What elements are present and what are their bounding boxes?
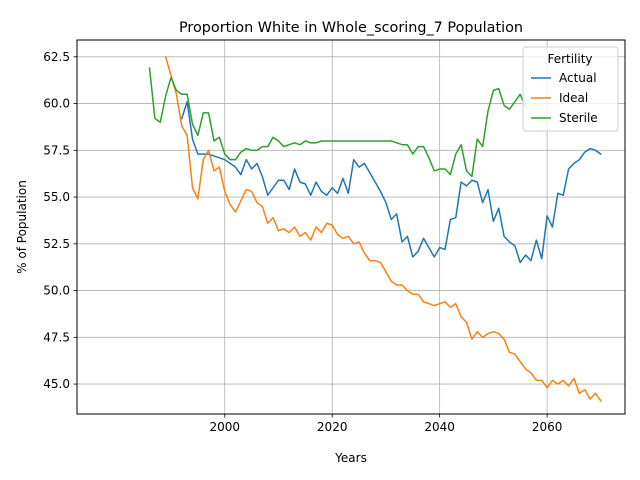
series-line-actual: [180, 100, 602, 264]
axis-ticks: 2000 2020 2040 2060 45.0 47.5 50.0 52.5 55.0 57.5…: [43, 50, 562, 434]
series-lines: [148, 55, 602, 402]
chart-title: Proportion White in Whole_scoring_7 Popu…: [179, 20, 523, 36]
x-axis-label: Years: [334, 451, 367, 465]
y-tick-label: 47.5: [43, 330, 70, 344]
legend-items: Actual Ideal Sterile: [531, 71, 598, 125]
x-tick-label: 2000: [209, 420, 240, 434]
y-tick-label: 50.0: [43, 284, 70, 298]
x-tick-label: 2060: [532, 420, 563, 434]
y-tick-label: 60.0: [43, 97, 70, 111]
y-axis-label: % of Population: [15, 180, 29, 274]
y-tick-label: 45.0: [43, 377, 70, 391]
y-tick-label: 52.5: [43, 237, 70, 251]
legend-label-ideal: Ideal: [559, 91, 588, 105]
y-tick-label: 62.5: [43, 50, 70, 64]
y-tick-label: 55.0: [43, 190, 70, 204]
x-tick-label: 2040: [424, 420, 455, 434]
series-line-ideal: [164, 55, 602, 402]
x-tick-label: 2020: [317, 420, 348, 434]
legend-label-actual: Actual: [559, 71, 597, 85]
legend-label-sterile: Sterile: [559, 111, 598, 125]
legend: Fertility Actual Ideal Sterile: [522, 46, 619, 132]
plot-frame: [76, 39, 626, 415]
legend-box: [522, 46, 619, 132]
y-tick-label: 57.5: [43, 143, 70, 157]
legend-title: Fertility: [547, 52, 592, 66]
series-line-sterile: [148, 67, 527, 178]
